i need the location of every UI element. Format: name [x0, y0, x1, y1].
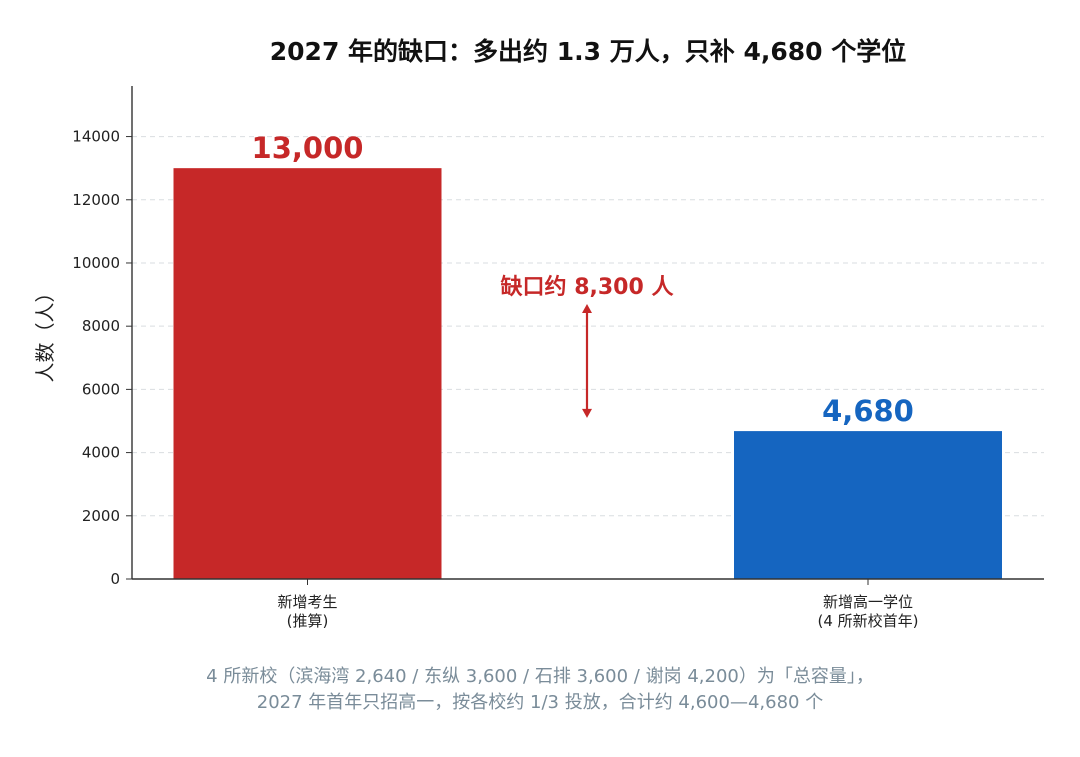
y-tick-label: 10000	[72, 254, 120, 272]
y-tick-label: 2000	[82, 507, 120, 525]
y-tick-label: 0	[110, 570, 120, 588]
footnote: 4 所新校（滨海湾 2,640 / 东纵 3,600 / 石排 3,600 / …	[0, 664, 1080, 716]
gap-annotation: 缺口约 8,300 人	[501, 274, 674, 418]
gap-arrow-head-up	[582, 304, 592, 314]
bars	[173, 168, 1002, 579]
bar-value-label: 4,680	[822, 394, 914, 428]
x-tick-label: 新增高一学位(4 所新校首年)	[817, 593, 918, 630]
bar	[173, 168, 442, 579]
y-axis-label: 人数（人）	[33, 283, 57, 383]
y-tick-label: 8000	[82, 317, 120, 335]
axes: 0 2000 4000 6000 8000 10000 12000 14000 新增考生(推算)…	[33, 86, 1044, 630]
chart-title: 2027 年的缺口：多出约 1.3 万人，只补 4,680 个学位	[270, 37, 906, 66]
footnote-line-1: 4 所新校（滨海湾 2,640 / 东纵 3,600 / 石排 3,600 / …	[206, 666, 874, 687]
gap-annotation-label: 缺口约 8,300 人	[501, 274, 674, 300]
bar	[734, 431, 1002, 579]
y-tick-label: 4000	[82, 444, 120, 462]
footnote-line-2: 2027 年首年只招高一，按各校约 1/3 投放，合计约 4,600—4,680…	[256, 692, 824, 713]
y-tick-label: 14000	[72, 128, 120, 146]
value-labels: 13,000 4,680	[252, 131, 914, 428]
gap-arrow-head-down	[582, 408, 592, 418]
bar-value-label: 13,000	[252, 131, 364, 165]
y-tick-label: 12000	[72, 191, 120, 209]
x-tick-label: 新增考生(推算)	[277, 593, 337, 630]
y-tick-label: 6000	[82, 380, 120, 398]
